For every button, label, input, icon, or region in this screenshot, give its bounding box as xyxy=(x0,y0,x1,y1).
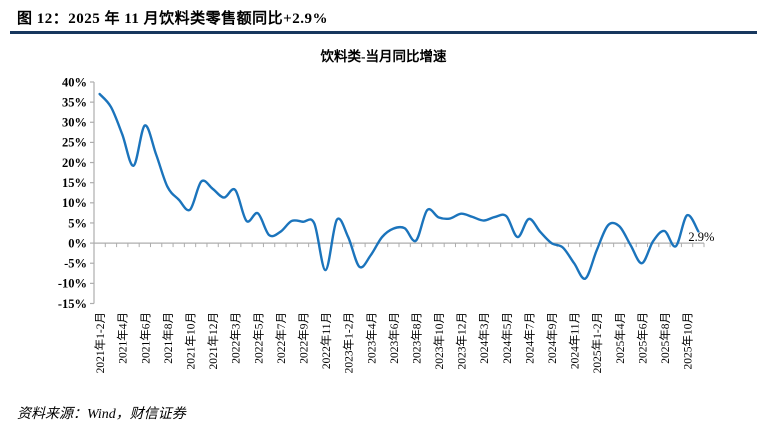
x-tick-label: 2025年10月 xyxy=(681,312,695,370)
x-tick-label: 2023年4月 xyxy=(364,312,378,364)
y-tick-label: -5% xyxy=(64,257,87,271)
x-tick-label: 2021年6月 xyxy=(138,312,152,364)
x-tick-label: 2025年1-2月 xyxy=(590,312,604,373)
x-tick-label: 2024年9月 xyxy=(545,312,559,364)
y-tick-label: 35% xyxy=(62,95,87,109)
y-tick-label: 30% xyxy=(62,116,87,130)
x-tick-label: 2023年8月 xyxy=(409,312,423,364)
x-tick-label: 2025年4月 xyxy=(613,312,627,364)
x-tick-label: 2021年4月 xyxy=(116,312,130,364)
x-tick-label: 2023年10月 xyxy=(432,312,446,370)
x-tick-label: 2023年1-2月 xyxy=(342,312,356,373)
x-tick-label: 2021年10月 xyxy=(184,312,198,370)
x-tick-label: 2022年3月 xyxy=(229,312,243,364)
y-tick-label: 0% xyxy=(68,236,87,250)
x-tick-label: 2024年7月 xyxy=(522,312,536,364)
caption-rule xyxy=(10,31,757,34)
x-tick-label: 2024年5月 xyxy=(500,312,514,364)
x-tick-label: 2021年1-2月 xyxy=(93,312,107,373)
x-tick-label: 2021年8月 xyxy=(161,312,175,364)
x-tick-label: 2021年12月 xyxy=(206,312,220,370)
y-tick-label: -15% xyxy=(58,297,87,311)
y-tick-label: 15% xyxy=(62,176,87,190)
x-tick-label: 2025年8月 xyxy=(658,312,672,364)
x-tick-label: 2025年6月 xyxy=(635,312,649,364)
y-tick-label: 25% xyxy=(62,136,87,150)
x-tick-label: 2022年9月 xyxy=(296,312,310,364)
figure-caption: 图 12：2025 年 11 月饮料类零售额同比+2.9% xyxy=(17,11,328,27)
y-tick-label: -10% xyxy=(58,277,87,291)
x-tick-label: 2024年11月 xyxy=(568,312,582,369)
x-tick-label: 2022年5月 xyxy=(251,312,265,364)
y-tick-label: 20% xyxy=(62,156,87,170)
last-point-data-label: 2.9% xyxy=(688,230,714,244)
x-tick-label: 2023年12月 xyxy=(455,312,469,370)
x-tick-label: 2022年7月 xyxy=(274,312,288,364)
x-tick-label: 2023年6月 xyxy=(387,312,401,364)
x-tick-label: 2024年3月 xyxy=(477,312,491,364)
series-line xyxy=(98,92,700,280)
y-tick-label: 40% xyxy=(62,75,87,89)
chart-title: 饮料类-当月同比增速 xyxy=(320,49,447,64)
x-tick-label: 2022年11月 xyxy=(319,312,333,369)
y-tick-label: 5% xyxy=(68,216,87,230)
source-note: 资料来源：Wind，财信证券 xyxy=(17,407,186,422)
y-tick-label: 10% xyxy=(62,196,87,210)
